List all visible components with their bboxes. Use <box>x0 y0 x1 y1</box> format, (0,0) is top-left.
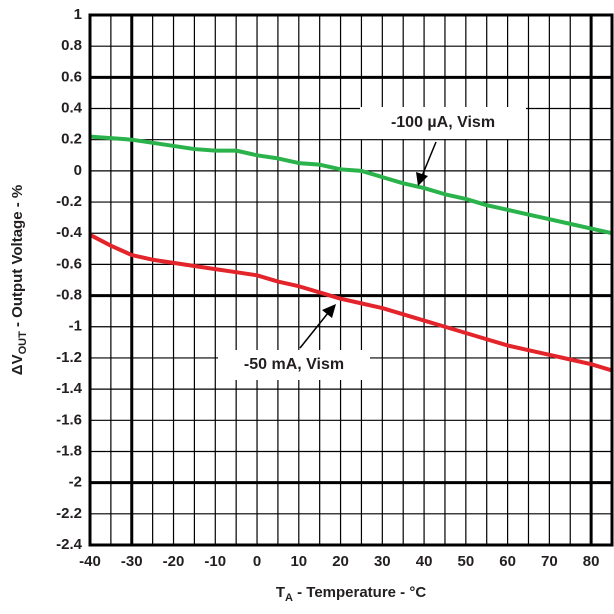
x-title-main: T <box>276 584 285 601</box>
x-tick-label: 50 <box>457 553 474 570</box>
arrow <box>421 141 437 177</box>
x-tick-label: -10 <box>204 553 226 570</box>
annotation: -50 mA, Vism <box>244 356 344 373</box>
y-axis-title: ΔVOUT - Output Voltage - % <box>9 185 29 375</box>
y-tick-label: -0.2 <box>56 193 82 210</box>
grid <box>89 14 612 546</box>
y-tick-label: 0 <box>74 162 82 179</box>
lines <box>89 134 613 373</box>
x-tick-label: 20 <box>332 553 349 570</box>
x-tick-label: 60 <box>499 553 516 570</box>
y-tick-label: -1 <box>69 318 82 335</box>
x-tick-label: 0 <box>253 553 261 570</box>
y-tick-label: -1.2 <box>56 349 82 366</box>
y-tick-label: -0.4 <box>56 224 83 241</box>
x-tick-label: -30 <box>121 553 143 570</box>
y-tick-label: -1.4 <box>56 380 83 397</box>
x-tick-label: 40 <box>416 553 433 570</box>
data-line <box>89 233 613 373</box>
annotation-box <box>360 107 526 139</box>
y-tick-label: -2.4 <box>56 536 83 553</box>
y-title-main: ΔV <box>9 354 26 375</box>
y-title-rest: - Output Voltage - % <box>9 185 26 331</box>
arrow <box>299 312 329 349</box>
arrow-head <box>322 304 336 318</box>
y-tick-label: -2.2 <box>56 505 82 522</box>
y-tick-label: -1.6 <box>56 411 82 428</box>
x-tick-label: 10 <box>290 553 307 570</box>
x-axis-title: TA - Temperature - °C <box>276 584 427 604</box>
y-tick-label: -0.8 <box>56 287 82 304</box>
y-tick-label: 0.8 <box>61 37 82 54</box>
y-tick-label: -2 <box>69 474 82 491</box>
x-tick-label: -40 <box>79 553 101 570</box>
plot-frame <box>88 13 614 547</box>
y-tick-label: 1 <box>74 6 82 23</box>
data-line <box>89 134 613 236</box>
annotation-box <box>218 350 370 380</box>
arrow-head <box>416 172 428 186</box>
x-title-rest: - Temperature - °C <box>293 584 426 601</box>
annotation: -100 µA, Vism <box>391 114 495 131</box>
y-tick-label: -0.6 <box>56 255 82 272</box>
y-tick-label: 0.2 <box>61 131 82 148</box>
y-tick-label: 0.4 <box>61 99 83 116</box>
x-title-sub: A <box>285 592 293 604</box>
x-tick-label: 80 <box>583 553 600 570</box>
y-tick-label: -1.8 <box>56 442 82 459</box>
y-title-sub: OUT <box>17 331 29 355</box>
x-tick-label: -20 <box>163 553 185 570</box>
y-tick-label: 0.6 <box>61 68 82 85</box>
x-tick-label: 30 <box>374 553 391 570</box>
x-tick-label: 70 <box>541 553 558 570</box>
